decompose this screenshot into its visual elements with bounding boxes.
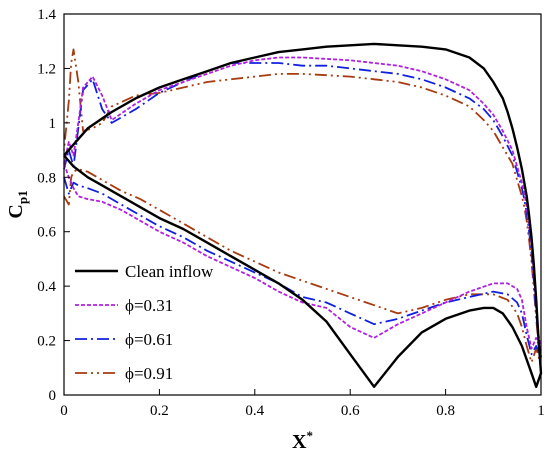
series-line	[63, 48, 542, 366]
plot-frame	[63, 13, 542, 396]
legend: Clean inflow ϕ=0.31 ϕ=0.61 ϕ=0.91	[75, 262, 214, 383]
y-axis-label-sub: p1	[15, 190, 30, 204]
y-tick-label: 1.2	[37, 61, 56, 77]
y-tick-label: 0.2	[37, 334, 56, 350]
y-tick-label: 0.4	[37, 279, 56, 295]
y-axis-label-main: C	[5, 204, 27, 218]
x-tick-label: 1	[537, 403, 545, 419]
legend-label: ϕ=0.61	[125, 330, 173, 349]
x-tick-label: 0.2	[150, 403, 169, 419]
series-line	[63, 62, 542, 358]
y-axis-label: Cp1	[5, 190, 30, 218]
x-axis-label: X*	[292, 428, 313, 453]
ticks-layer: 0 0.2 0.4 0.6 0.8 1 0 0.2 0.4 0.6 0.8 1 1.2 1.4	[37, 7, 545, 419]
x-axis-label-sup: *	[306, 428, 313, 443]
y-tick-label: 0	[49, 388, 57, 404]
x-tick-label: 0.4	[245, 403, 264, 419]
x-tick-label: 0.6	[341, 403, 360, 419]
y-tick-label: 1.4	[37, 7, 56, 23]
y-tick-label: 0.6	[37, 225, 56, 241]
y-tick-label: 1	[49, 116, 57, 132]
x-tick-label: 0.8	[436, 403, 455, 419]
series-layer	[63, 42, 543, 388]
y-tick-label: 0.8	[37, 170, 56, 186]
series-line	[63, 42, 543, 388]
legend-label: Clean inflow	[125, 262, 214, 281]
legend-label: ϕ=0.91	[125, 364, 173, 383]
x-tick-label: 0	[60, 403, 68, 419]
x-axis-label-main: X	[292, 431, 307, 453]
legend-label: ϕ=0.31	[125, 296, 173, 315]
